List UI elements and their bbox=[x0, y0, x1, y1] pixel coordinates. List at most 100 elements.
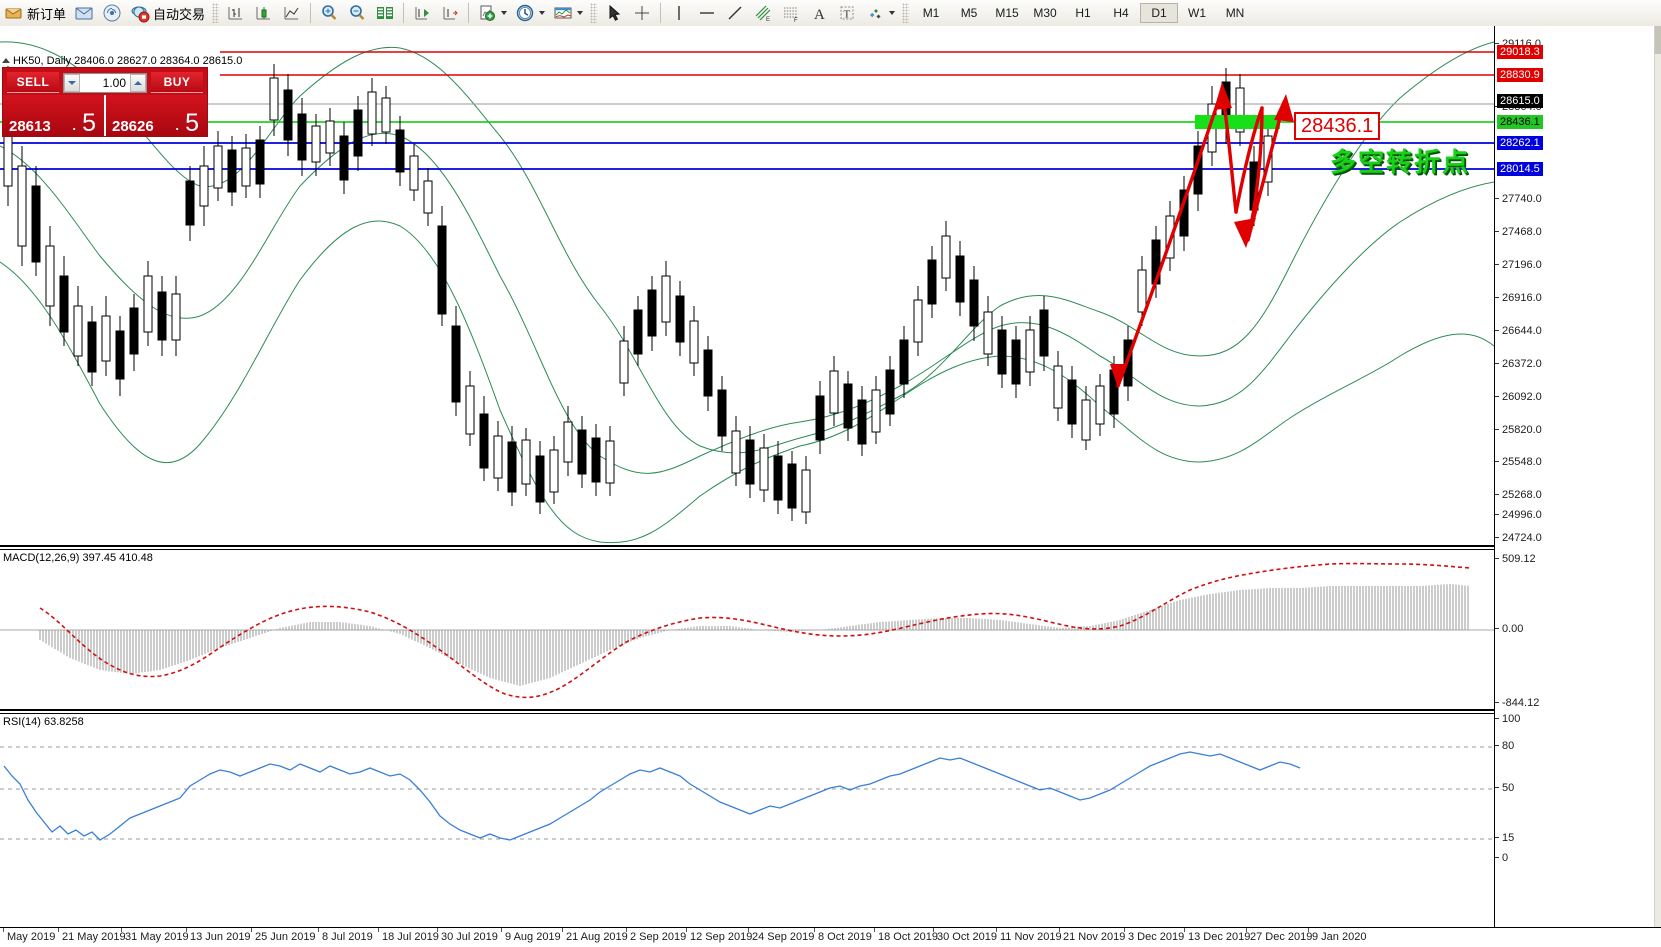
toolbar-grip-2[interactable] bbox=[590, 3, 598, 23]
toolbar-grip-1[interactable] bbox=[212, 3, 220, 23]
line-chart-button[interactable] bbox=[278, 1, 306, 25]
timeframe-button-d1[interactable]: D1 bbox=[1140, 3, 1179, 23]
sell-button[interactable]: SELL bbox=[7, 72, 59, 93]
zoom-out-button[interactable] bbox=[343, 1, 371, 25]
lot-increase-button[interactable] bbox=[130, 73, 146, 92]
date-axis-label: 13 Jun 2019 bbox=[190, 931, 251, 943]
lot-decrease-button[interactable] bbox=[64, 73, 80, 92]
bar-chart-button[interactable] bbox=[222, 1, 250, 25]
price-annotation-box[interactable]: 28436.1 bbox=[1294, 112, 1381, 140]
vertical-line-button[interactable] bbox=[665, 1, 693, 25]
macd-plot-area[interactable] bbox=[0, 550, 1494, 709]
chevron-down-icon[interactable] bbox=[539, 11, 546, 15]
zoom-in-button[interactable] bbox=[315, 1, 343, 25]
one-click-trading-panel[interactable]: SELL 1.00 BUY 28613 . 5 28626 . 5 bbox=[2, 67, 208, 137]
timeframe-clock-icon bbox=[515, 3, 535, 23]
new-order-button[interactable]: 新订单 bbox=[0, 1, 70, 25]
date-axis-label: 25 Jun 2019 bbox=[255, 931, 316, 943]
chevron-down-icon[interactable] bbox=[577, 11, 584, 15]
crosshair-button[interactable] bbox=[628, 1, 656, 25]
chart-shift-button[interactable] bbox=[436, 1, 464, 25]
label-icon: T bbox=[837, 3, 857, 23]
crosshair-icon bbox=[632, 3, 652, 23]
price-chart-pane[interactable]: HK50, Daily 28406.0 28627.0 28364.0 2861… bbox=[0, 26, 1661, 547]
timeframe-button-h4[interactable]: H4 bbox=[1113, 6, 1129, 20]
cursor-button[interactable] bbox=[600, 1, 628, 25]
zoom-out-icon bbox=[347, 3, 367, 23]
timeframe-button-m5[interactable]: M5 bbox=[960, 6, 978, 20]
date-tick bbox=[996, 928, 997, 932]
scale-tick-label: 509.12 bbox=[1502, 553, 1536, 565]
timeframe-button-w1[interactable]: W1 bbox=[1188, 6, 1207, 20]
oct-top-row: SELL 1.00 BUY bbox=[3, 68, 207, 95]
date-tick bbox=[1184, 928, 1185, 932]
buy-button[interactable]: BUY bbox=[151, 72, 203, 93]
candles-chart-icon bbox=[254, 3, 274, 23]
date-axis-label: 27 Dec 2019 bbox=[1250, 931, 1313, 943]
auto-trading-button[interactable]: 自动交易 bbox=[126, 1, 209, 25]
chinese-annotation-note[interactable]: 多空转折点 bbox=[1330, 148, 1471, 178]
fibonacci-button[interactable]: F bbox=[777, 1, 805, 25]
date-axis[interactable]: May 2019 21 May 2019 31 May 2019 13 Jun 201… bbox=[0, 927, 1661, 947]
svg-text:A: A bbox=[814, 7, 825, 23]
chevron-down-icon[interactable] bbox=[501, 11, 508, 15]
price-scale[interactable]: 29116.028364.027740.027468.027196.026916… bbox=[1494, 26, 1661, 927]
price-level-label-green[interactable]: 28436.1 bbox=[1497, 115, 1543, 129]
data-window-button[interactable] bbox=[371, 1, 399, 25]
scale-tick-label: 27468.0 bbox=[1502, 226, 1542, 238]
price-level-label-blue[interactable]: 28262.1 bbox=[1497, 136, 1543, 150]
chart-title-text: HK50, Daily 28406.0 28627.0 28364.0 2861… bbox=[13, 55, 243, 67]
price-level-label-red[interactable]: 28830.9 bbox=[1497, 68, 1543, 82]
price-scale-axis bbox=[1494, 26, 1495, 927]
date-axis-label: 24 Sep 2019 bbox=[752, 931, 815, 943]
buy-quote[interactable]: 28626 . 5 bbox=[106, 95, 207, 136]
objects-button[interactable] bbox=[861, 1, 899, 25]
timeframe-button-m15[interactable]: M15 bbox=[995, 6, 1019, 20]
oct-quotes-row: 28613 . 5 28626 . 5 bbox=[3, 95, 207, 136]
text-button[interactable]: A bbox=[805, 1, 833, 25]
chart-collapse-icon[interactable] bbox=[2, 58, 10, 63]
price-level-label-red[interactable]: 29018.3 bbox=[1497, 45, 1543, 59]
bollinger-middle-band bbox=[0, 132, 1494, 474]
date-tick bbox=[501, 928, 502, 932]
trendline-button[interactable] bbox=[721, 1, 749, 25]
scale-tick-label: 26916.0 bbox=[1502, 292, 1542, 304]
chevron-down-icon[interactable] bbox=[889, 11, 896, 15]
svg-text:T: T bbox=[844, 9, 851, 21]
mail-button[interactable] bbox=[70, 1, 98, 25]
timeframe-button-m1[interactable]: M1 bbox=[922, 6, 940, 20]
equidistant-channel-button[interactable]: E bbox=[749, 1, 777, 25]
new-order-label: 新订单 bbox=[27, 6, 67, 22]
vertical-scrollbar[interactable] bbox=[1654, 26, 1661, 927]
indicators-button[interactable] bbox=[549, 1, 587, 25]
sell-quote[interactable]: 28613 . 5 bbox=[3, 95, 106, 136]
lot-size-value[interactable]: 1.00 bbox=[102, 75, 126, 90]
macd-pane[interactable]: MACD(12,26,9) 397.45 410.48 bbox=[0, 549, 1661, 711]
date-tick bbox=[1124, 928, 1125, 932]
date-tick bbox=[437, 928, 438, 932]
price-level-label-blue[interactable]: 28014.5 bbox=[1497, 162, 1543, 176]
scrollbar-thumb[interactable] bbox=[1655, 26, 1661, 54]
label-button[interactable]: T bbox=[833, 1, 861, 25]
timeframe-button-h1[interactable]: H1 bbox=[1075, 6, 1091, 20]
rsi-pane[interactable]: RSI(14) 63.8258 bbox=[0, 713, 1661, 927]
horizontal-line-icon bbox=[697, 3, 717, 23]
timeframe-button[interactable] bbox=[511, 1, 549, 25]
signals-button[interactable] bbox=[98, 1, 126, 25]
toolbar-grip-3[interactable] bbox=[902, 3, 910, 23]
date-axis-label: 11 Nov 2019 bbox=[1000, 931, 1062, 943]
timeframe-button-m30[interactable]: M30 bbox=[1033, 6, 1057, 20]
equidistant-channel-icon: E bbox=[753, 3, 773, 23]
new-chart-button[interactable] bbox=[473, 1, 511, 25]
timeframe-button-mn[interactable]: MN bbox=[1225, 6, 1245, 20]
date-axis-label: 8 Jul 2019 bbox=[322, 931, 373, 943]
horizontal-line-button[interactable] bbox=[693, 1, 721, 25]
date-axis-label: 21 Nov 2019 bbox=[1063, 931, 1126, 943]
candle-chart-button[interactable] bbox=[250, 1, 278, 25]
date-axis-label: 30 Oct 2019 bbox=[937, 931, 997, 943]
lot-size-stepper[interactable]: 1.00 bbox=[63, 72, 147, 93]
price-level-label-black[interactable]: 28615.0 bbox=[1497, 94, 1543, 108]
auto-scroll-button[interactable] bbox=[408, 1, 436, 25]
price-plot-area[interactable] bbox=[0, 26, 1494, 545]
rsi-plot-area[interactable] bbox=[0, 714, 1494, 927]
